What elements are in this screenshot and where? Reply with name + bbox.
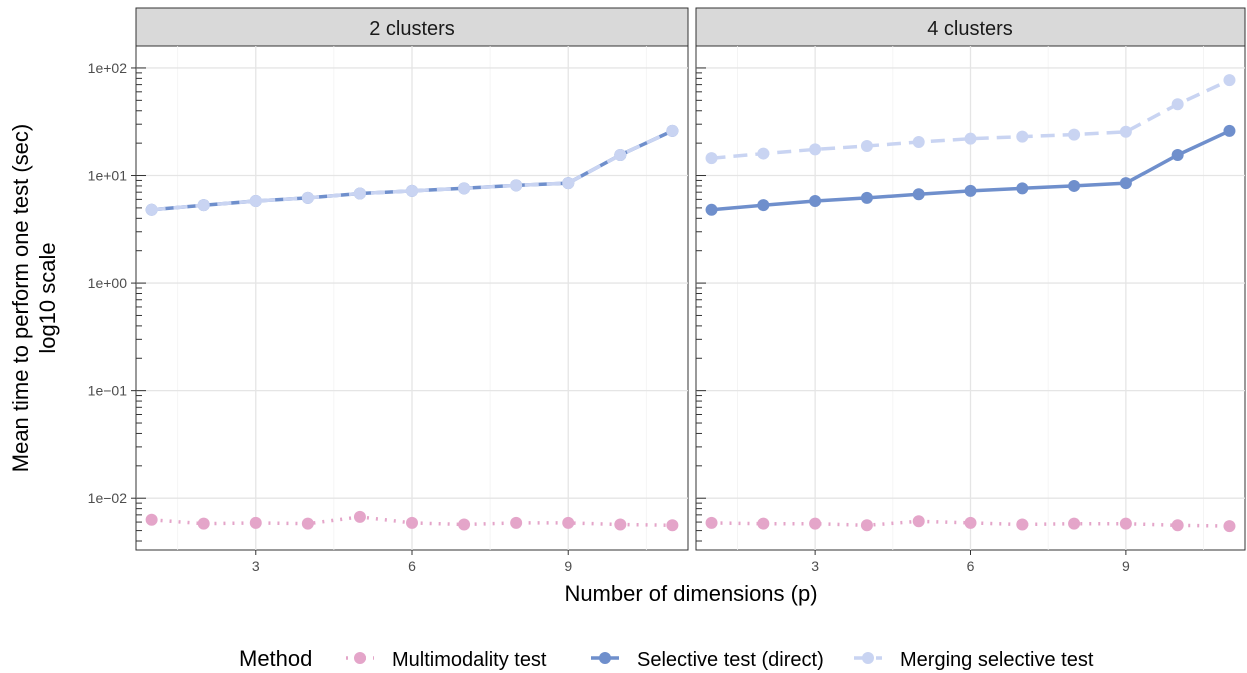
data-point bbox=[406, 516, 418, 529]
data-point bbox=[614, 518, 627, 531]
x-tick-label: 3 bbox=[252, 558, 260, 574]
data-point bbox=[964, 184, 977, 197]
data-point bbox=[964, 516, 977, 529]
legend-label: Merging selective test bbox=[900, 649, 1094, 671]
panel-2-clusters: 2 clusters bbox=[135, 7, 689, 551]
data-point bbox=[705, 152, 718, 165]
data-point bbox=[809, 517, 822, 530]
x-tick-label: 6 bbox=[408, 558, 416, 574]
data-point bbox=[614, 149, 627, 162]
data-point bbox=[510, 516, 523, 529]
data-point bbox=[809, 194, 822, 207]
data-point bbox=[353, 187, 366, 200]
data-point bbox=[1016, 182, 1029, 195]
data-point bbox=[145, 203, 158, 216]
y-axis-title-line-2: log10 scale bbox=[35, 242, 60, 353]
panel-title: 2 clusters bbox=[369, 18, 455, 40]
strip-background bbox=[695, 7, 1246, 47]
x-axis-title: Number of dimensions (p) bbox=[564, 581, 817, 606]
panel-title: 4 clusters bbox=[927, 18, 1013, 40]
x-tick-label: 9 bbox=[564, 558, 572, 574]
gridlines bbox=[696, 46, 1245, 550]
data-point bbox=[249, 194, 262, 207]
y-tick-label: 1e+02 bbox=[88, 60, 128, 76]
legend-key-point bbox=[862, 652, 874, 664]
data-point bbox=[406, 184, 418, 197]
legend-label: Selective test (direct) bbox=[637, 649, 824, 671]
data-point bbox=[1171, 98, 1184, 111]
y-axis: 1e−02 1e−01 1e+00 1e+01 1e+02 bbox=[88, 60, 136, 506]
x-tick-label: 6 bbox=[967, 558, 975, 574]
data-point bbox=[1016, 130, 1029, 143]
data-point bbox=[757, 199, 770, 212]
data-point bbox=[145, 513, 158, 526]
data-point bbox=[912, 188, 925, 201]
data-point bbox=[1119, 177, 1132, 190]
strip-background bbox=[135, 7, 689, 47]
data-point bbox=[1068, 517, 1081, 530]
data-point bbox=[705, 203, 718, 216]
data-point bbox=[353, 510, 366, 523]
data-point bbox=[809, 143, 822, 156]
legend: Method Multimodality test Selective test … bbox=[239, 646, 1094, 671]
data-point bbox=[860, 191, 873, 204]
data-point bbox=[1223, 520, 1236, 533]
gridlines bbox=[136, 46, 688, 550]
x-axis: 3 6 9 3 6 9 bbox=[252, 550, 1130, 574]
legend-title: Method bbox=[239, 646, 312, 671]
data-point bbox=[1223, 124, 1236, 137]
data-point bbox=[1171, 519, 1184, 532]
data-point bbox=[1223, 74, 1236, 87]
x-tick-label: 3 bbox=[811, 558, 819, 574]
data-point bbox=[912, 515, 925, 528]
data-point bbox=[458, 518, 471, 531]
data-point bbox=[510, 179, 523, 192]
data-point bbox=[757, 147, 770, 160]
y-axis-title-line-1: Mean time to perform one test (sec) bbox=[8, 124, 33, 472]
data-marks bbox=[145, 124, 679, 532]
data-point bbox=[666, 124, 679, 137]
data-point bbox=[458, 182, 471, 195]
data-point bbox=[197, 517, 210, 530]
data-point bbox=[562, 177, 575, 190]
data-point bbox=[757, 517, 770, 530]
data-point bbox=[1119, 125, 1132, 138]
legend-key-point bbox=[354, 652, 366, 664]
data-point bbox=[1068, 179, 1081, 192]
data-point bbox=[1016, 518, 1029, 531]
data-marks bbox=[705, 74, 1236, 533]
data-point bbox=[197, 199, 210, 212]
legend-key-point bbox=[599, 652, 611, 664]
data-point bbox=[249, 516, 262, 529]
data-point bbox=[562, 516, 575, 529]
data-point bbox=[860, 519, 873, 532]
data-point bbox=[964, 132, 977, 145]
data-point bbox=[301, 191, 314, 204]
data-point bbox=[1119, 517, 1132, 530]
data-point bbox=[301, 517, 314, 530]
y-tick-label: 1e−02 bbox=[88, 490, 128, 506]
data-point bbox=[1068, 128, 1081, 141]
data-point bbox=[912, 135, 925, 148]
legend-label: Multimodality test bbox=[392, 649, 547, 671]
y-tick-label: 1e−01 bbox=[88, 383, 128, 399]
data-point bbox=[1171, 149, 1184, 162]
y-tick-label: 1e+01 bbox=[88, 168, 128, 184]
data-point bbox=[666, 519, 679, 532]
data-point bbox=[705, 516, 718, 529]
x-tick-label: 9 bbox=[1122, 558, 1130, 574]
data-point bbox=[860, 140, 873, 153]
y-tick-label: 1e+00 bbox=[88, 275, 128, 291]
panel-4-clusters: 4 clusters bbox=[695, 7, 1246, 551]
